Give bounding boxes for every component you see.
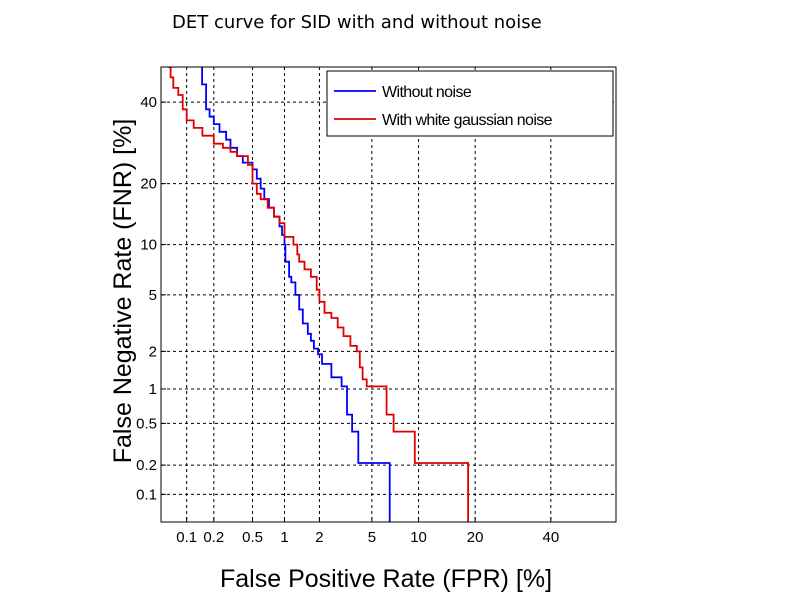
- y-tick-label: 10: [140, 237, 157, 254]
- x-tick-label: 0.5: [242, 529, 263, 546]
- x-tick-label: 10: [410, 529, 427, 546]
- series-line-2: [167, 67, 469, 522]
- grid: [161, 67, 616, 522]
- y-axis-label: False Negative Rate (FNR) [%]: [109, 119, 137, 464]
- ticks: 0.1 0.2 0.5 1 2 5 10 20 40 0.1 0.2 0.5 1 2 5 10 20 40: [136, 94, 559, 546]
- y-tick-label: 40: [140, 94, 157, 111]
- x-tick-label: 0.2: [203, 529, 224, 546]
- series-line-1: [201, 67, 391, 522]
- y-tick-label: 1: [149, 381, 157, 398]
- x-tick-label: 5: [368, 529, 376, 546]
- legend-box: [326, 70, 614, 137]
- chart-title: DET curve for SID with and without noise: [172, 12, 542, 33]
- y-tick-label: 0.2: [136, 457, 157, 474]
- x-tick-label: 40: [542, 529, 559, 546]
- legend-label-2: With white gaussian noise: [382, 112, 553, 129]
- x-axis-label: False Positive Rate (FPR) [%]: [220, 565, 552, 593]
- x-tick-label: 2: [315, 529, 323, 546]
- y-tick-label: 5: [149, 287, 157, 304]
- series-layer: [167, 67, 469, 522]
- y-tick-label: 0.5: [136, 415, 157, 432]
- y-tick-label: 2: [149, 343, 157, 360]
- y-tick-label: 0.1: [136, 486, 157, 503]
- legend: Without noise With white gaussian noise: [326, 70, 614, 137]
- legend-label-1: Without noise: [382, 84, 472, 101]
- x-tick-label: 1: [280, 529, 288, 546]
- x-tick-label: 0.1: [176, 529, 197, 546]
- y-tick-label: 20: [140, 176, 157, 193]
- x-tick-label: 20: [467, 529, 484, 546]
